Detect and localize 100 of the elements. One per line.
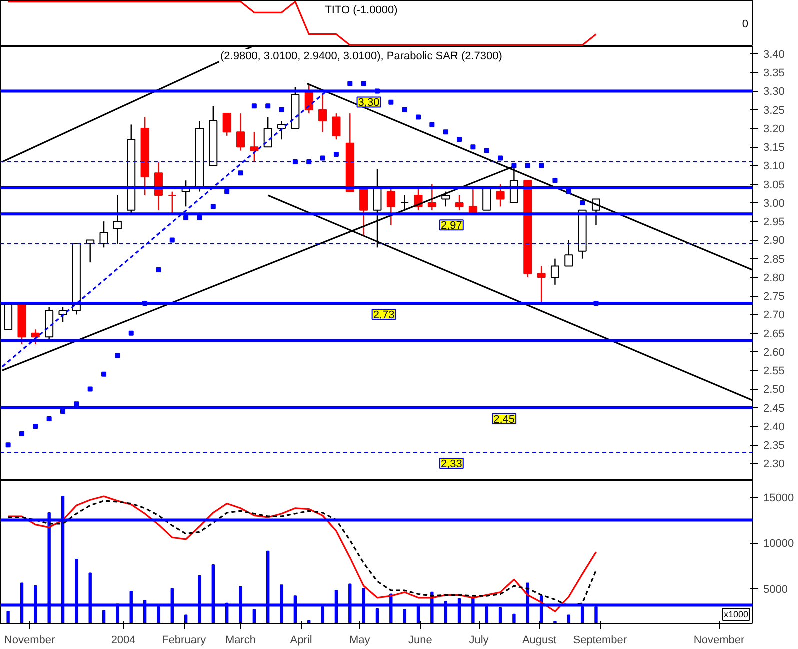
y-tick-label: 2.95 — [764, 216, 785, 229]
y-tick-label: 2.35 — [764, 440, 785, 452]
point — [170, 238, 175, 243]
y-tick-label: 3.05 — [764, 179, 785, 192]
point — [566, 189, 572, 194]
point — [539, 163, 544, 168]
y-tick-label: 3.15 — [764, 142, 785, 154]
point — [512, 163, 517, 168]
point — [374, 88, 380, 94]
candlestick — [428, 184, 436, 212]
point — [443, 130, 448, 135]
point — [60, 409, 66, 414]
x-tick-label: April — [290, 634, 312, 646]
y-tick-label: 2.45 — [764, 402, 785, 415]
point — [525, 163, 530, 168]
candlestick — [564, 240, 574, 267]
point — [102, 372, 107, 377]
candlestick — [278, 120, 286, 140]
y-tick-label: 2.90 — [764, 235, 785, 248]
point — [580, 200, 586, 206]
y-tick-label: 2.80 — [764, 272, 785, 284]
y-tick-label: 3.40 — [764, 48, 785, 61]
candlestick — [360, 187, 368, 238]
point — [74, 402, 80, 407]
x-tick-label: November — [694, 634, 745, 646]
point — [416, 114, 421, 120]
point — [484, 148, 490, 154]
candlestick — [550, 258, 560, 286]
point — [33, 424, 38, 429]
point — [498, 156, 504, 161]
point — [552, 178, 558, 184]
point — [6, 442, 11, 448]
point — [457, 137, 462, 142]
y-tick-label: 2.30 — [764, 458, 785, 471]
point — [292, 159, 298, 164]
y-tick-label: 2.75 — [764, 291, 785, 304]
x-tick-label: May — [350, 634, 371, 646]
point — [224, 189, 230, 194]
x-tick-label: November — [4, 634, 56, 646]
ref-line-label: 3,30 — [358, 97, 380, 110]
point — [88, 386, 93, 392]
y-tick-label: 3.00 — [764, 198, 785, 210]
candlestick — [482, 188, 492, 211]
candlestick — [31, 329, 40, 346]
point — [430, 122, 435, 128]
x-tick-label: September — [573, 634, 628, 646]
ref-line-label: 2,45 — [494, 414, 516, 426]
y-tick-label: 2.85 — [764, 254, 785, 266]
ref-line-label: 2,97 — [440, 220, 462, 232]
y-tick-label: 3.20 — [764, 123, 785, 136]
point — [197, 215, 202, 220]
chart-title: (2.9800, 3.0100, 2.9400, 3.0100), Parabolic SAR (2.7300) — [220, 50, 502, 62]
y-tick-label: 10000 — [764, 538, 794, 550]
y-tick-label: 2.50 — [764, 384, 785, 396]
candlestick — [168, 191, 177, 215]
point — [210, 204, 216, 210]
candlestick — [455, 194, 464, 212]
point — [46, 416, 52, 422]
point — [19, 431, 24, 436]
x-tick-label: August — [522, 634, 557, 646]
y-tick-label: 2.70 — [764, 310, 785, 322]
point — [594, 301, 599, 306]
x-tick-label: June — [408, 634, 432, 646]
candlestick — [86, 240, 95, 264]
point — [388, 100, 394, 105]
y-tick-label: 2.55 — [764, 366, 785, 378]
point — [320, 156, 326, 161]
point — [470, 144, 476, 150]
y-tick-label: 5000 — [764, 584, 788, 596]
y-tick-label: 3.35 — [764, 68, 785, 80]
candlestick — [332, 112, 341, 140]
candlestick — [318, 94, 328, 133]
point — [306, 159, 312, 164]
candlestick — [400, 194, 410, 212]
point — [348, 81, 353, 86]
point — [184, 215, 189, 220]
point — [238, 170, 244, 176]
point — [252, 104, 257, 109]
candlestick — [222, 112, 232, 137]
candlestick — [58, 306, 68, 323]
candlestick — [236, 112, 246, 152]
y-tick-label: 3.25 — [764, 104, 785, 117]
candlestick — [250, 132, 259, 163]
point — [402, 107, 408, 112]
x-tick-label: July — [469, 634, 490, 646]
point — [115, 353, 120, 358]
y-tick-label: 15000 — [764, 492, 794, 504]
y-tick-label: 2.40 — [764, 421, 785, 434]
candlestick — [537, 266, 546, 304]
y-tick-label: 3.10 — [764, 160, 785, 173]
candlestick — [113, 194, 122, 245]
chart-title: TITO (-1.0000) — [325, 4, 398, 16]
y-axis-title: x1000 — [724, 610, 749, 620]
y-tick-label: 3.30 — [764, 86, 785, 98]
ref-line-label: 2,33 — [440, 458, 462, 471]
point — [128, 330, 134, 336]
x-tick-label: 2004 — [111, 634, 136, 646]
annotation: 0 — [742, 18, 749, 30]
candlestick — [442, 191, 450, 208]
ref-line-label: 2,73 — [373, 310, 395, 322]
